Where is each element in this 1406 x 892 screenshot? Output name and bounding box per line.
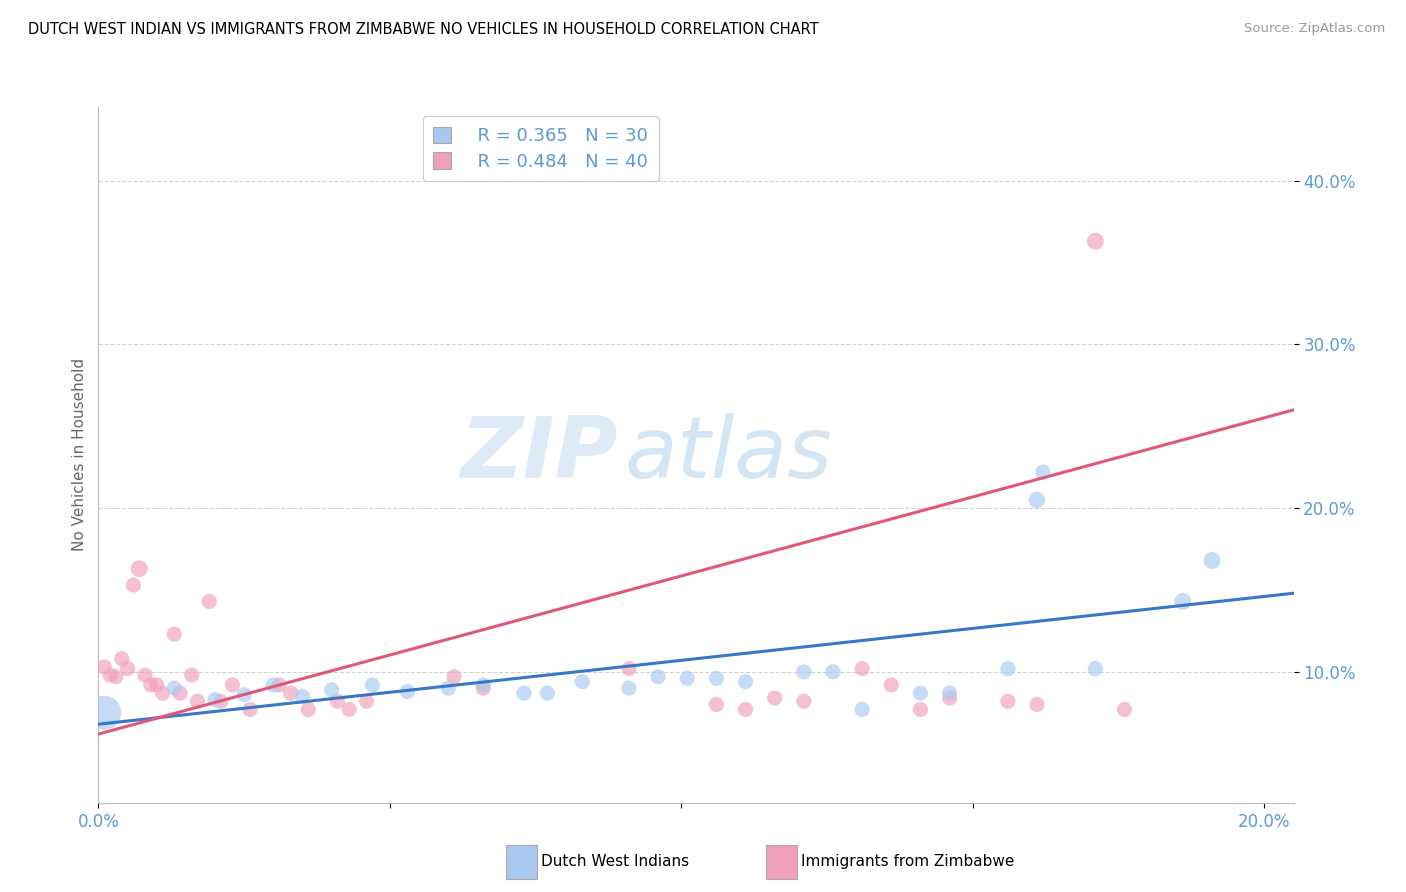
Point — [204, 692, 226, 706]
Point — [1171, 594, 1194, 608]
Text: ZIP: ZIP — [461, 413, 619, 497]
Point — [111, 651, 134, 665]
Point — [117, 662, 139, 676]
Point — [851, 662, 873, 676]
Point — [734, 674, 756, 689]
Point — [851, 702, 873, 716]
Point — [763, 691, 786, 706]
Point — [880, 678, 903, 692]
Text: atlas: atlas — [624, 413, 832, 497]
Point — [134, 668, 156, 682]
Point — [396, 684, 419, 698]
Point — [1201, 553, 1223, 567]
Point — [98, 668, 121, 682]
Y-axis label: No Vehicles in Household: No Vehicles in Household — [72, 359, 87, 551]
Point — [104, 670, 127, 684]
Text: Source: ZipAtlas.com: Source: ZipAtlas.com — [1244, 22, 1385, 36]
Point — [198, 594, 221, 608]
Text: DUTCH WEST INDIAN VS IMMIGRANTS FROM ZIMBABWE NO VEHICLES IN HOUSEHOLD CORRELATI: DUTCH WEST INDIAN VS IMMIGRANTS FROM ZIM… — [28, 22, 818, 37]
Point — [1026, 698, 1049, 712]
Point — [163, 681, 186, 696]
Point — [938, 686, 960, 700]
Point — [617, 681, 640, 696]
Point — [209, 694, 232, 708]
Point — [443, 670, 465, 684]
Point — [1114, 702, 1136, 716]
Point — [734, 702, 756, 716]
Point — [297, 702, 319, 716]
Point — [291, 690, 314, 704]
Point — [262, 678, 284, 692]
Point — [1084, 234, 1107, 248]
Point — [472, 681, 495, 696]
Point — [793, 665, 815, 679]
Point — [571, 674, 593, 689]
Point — [163, 627, 186, 641]
Point — [617, 662, 640, 676]
Point — [647, 670, 669, 684]
Point — [821, 665, 844, 679]
Point — [233, 688, 256, 702]
Point — [186, 694, 208, 708]
Point — [361, 678, 384, 692]
Point — [706, 698, 728, 712]
Point — [93, 660, 115, 674]
Point — [1084, 662, 1107, 676]
Point — [997, 662, 1019, 676]
Point — [910, 702, 932, 716]
Point — [337, 702, 360, 716]
Point — [269, 678, 291, 692]
Point — [910, 686, 932, 700]
Point — [122, 578, 145, 592]
Point — [536, 686, 558, 700]
Point — [472, 678, 495, 692]
Point — [1026, 492, 1049, 507]
Point — [93, 706, 115, 720]
Point — [128, 562, 150, 576]
Point — [221, 678, 243, 692]
Point — [706, 672, 728, 686]
Point — [169, 686, 191, 700]
Point — [676, 672, 699, 686]
Point — [321, 682, 343, 697]
Point — [356, 694, 378, 708]
Legend:   R = 0.365   N = 30,   R = 0.484   N = 40: R = 0.365 N = 30, R = 0.484 N = 40 — [423, 116, 658, 181]
Text: Immigrants from Zimbabwe: Immigrants from Zimbabwe — [801, 855, 1015, 869]
Point — [1032, 465, 1054, 479]
Point — [239, 702, 262, 716]
Point — [139, 678, 162, 692]
Point — [180, 668, 202, 682]
Point — [513, 686, 536, 700]
Point — [938, 691, 960, 706]
Point — [997, 694, 1019, 708]
Point — [280, 686, 302, 700]
Point — [793, 694, 815, 708]
Point — [145, 678, 167, 692]
Point — [437, 681, 460, 696]
Point — [326, 694, 349, 708]
Text: Dutch West Indians: Dutch West Indians — [541, 855, 689, 869]
Point — [152, 686, 174, 700]
